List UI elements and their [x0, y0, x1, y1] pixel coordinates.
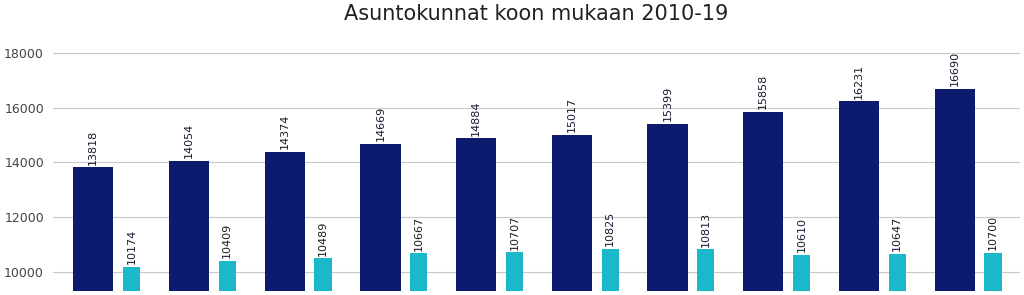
Bar — [410, 253, 427, 295]
Bar — [601, 249, 618, 295]
Text: 16231: 16231 — [854, 64, 864, 99]
Bar — [219, 260, 236, 295]
Text: 14054: 14054 — [184, 123, 194, 158]
Text: 10489: 10489 — [318, 220, 328, 255]
Text: 10700: 10700 — [988, 215, 998, 250]
Text: 14884: 14884 — [471, 100, 481, 135]
Bar — [793, 255, 810, 295]
Bar — [839, 101, 880, 295]
Text: 10647: 10647 — [892, 216, 902, 251]
Title: Asuntokunnat koon mukaan 2010-19: Asuntokunnat koon mukaan 2010-19 — [344, 4, 729, 24]
Bar — [984, 253, 1001, 295]
Text: 13818: 13818 — [88, 130, 98, 165]
Text: 14374: 14374 — [280, 114, 290, 150]
Text: 10409: 10409 — [222, 222, 232, 258]
Bar — [552, 135, 592, 295]
Text: 14669: 14669 — [376, 106, 385, 141]
Text: 15017: 15017 — [567, 97, 577, 132]
Text: 10174: 10174 — [127, 229, 136, 264]
Bar — [889, 254, 906, 295]
Bar — [697, 250, 715, 295]
Bar — [456, 138, 497, 295]
Bar — [169, 161, 209, 295]
Bar — [935, 89, 975, 295]
Bar — [123, 267, 140, 295]
Bar — [264, 152, 305, 295]
Text: 10610: 10610 — [797, 217, 807, 252]
Text: 15858: 15858 — [759, 74, 768, 109]
Bar — [73, 167, 114, 295]
Text: 16690: 16690 — [949, 51, 959, 86]
Bar — [314, 258, 332, 295]
Text: 10667: 10667 — [414, 216, 424, 251]
Bar — [743, 112, 783, 295]
Text: 10825: 10825 — [605, 211, 615, 246]
Bar — [506, 253, 523, 295]
Text: 15399: 15399 — [663, 86, 673, 122]
Bar — [360, 144, 400, 295]
Text: 10813: 10813 — [700, 212, 711, 247]
Bar — [647, 124, 688, 295]
Text: 10707: 10707 — [509, 214, 519, 250]
